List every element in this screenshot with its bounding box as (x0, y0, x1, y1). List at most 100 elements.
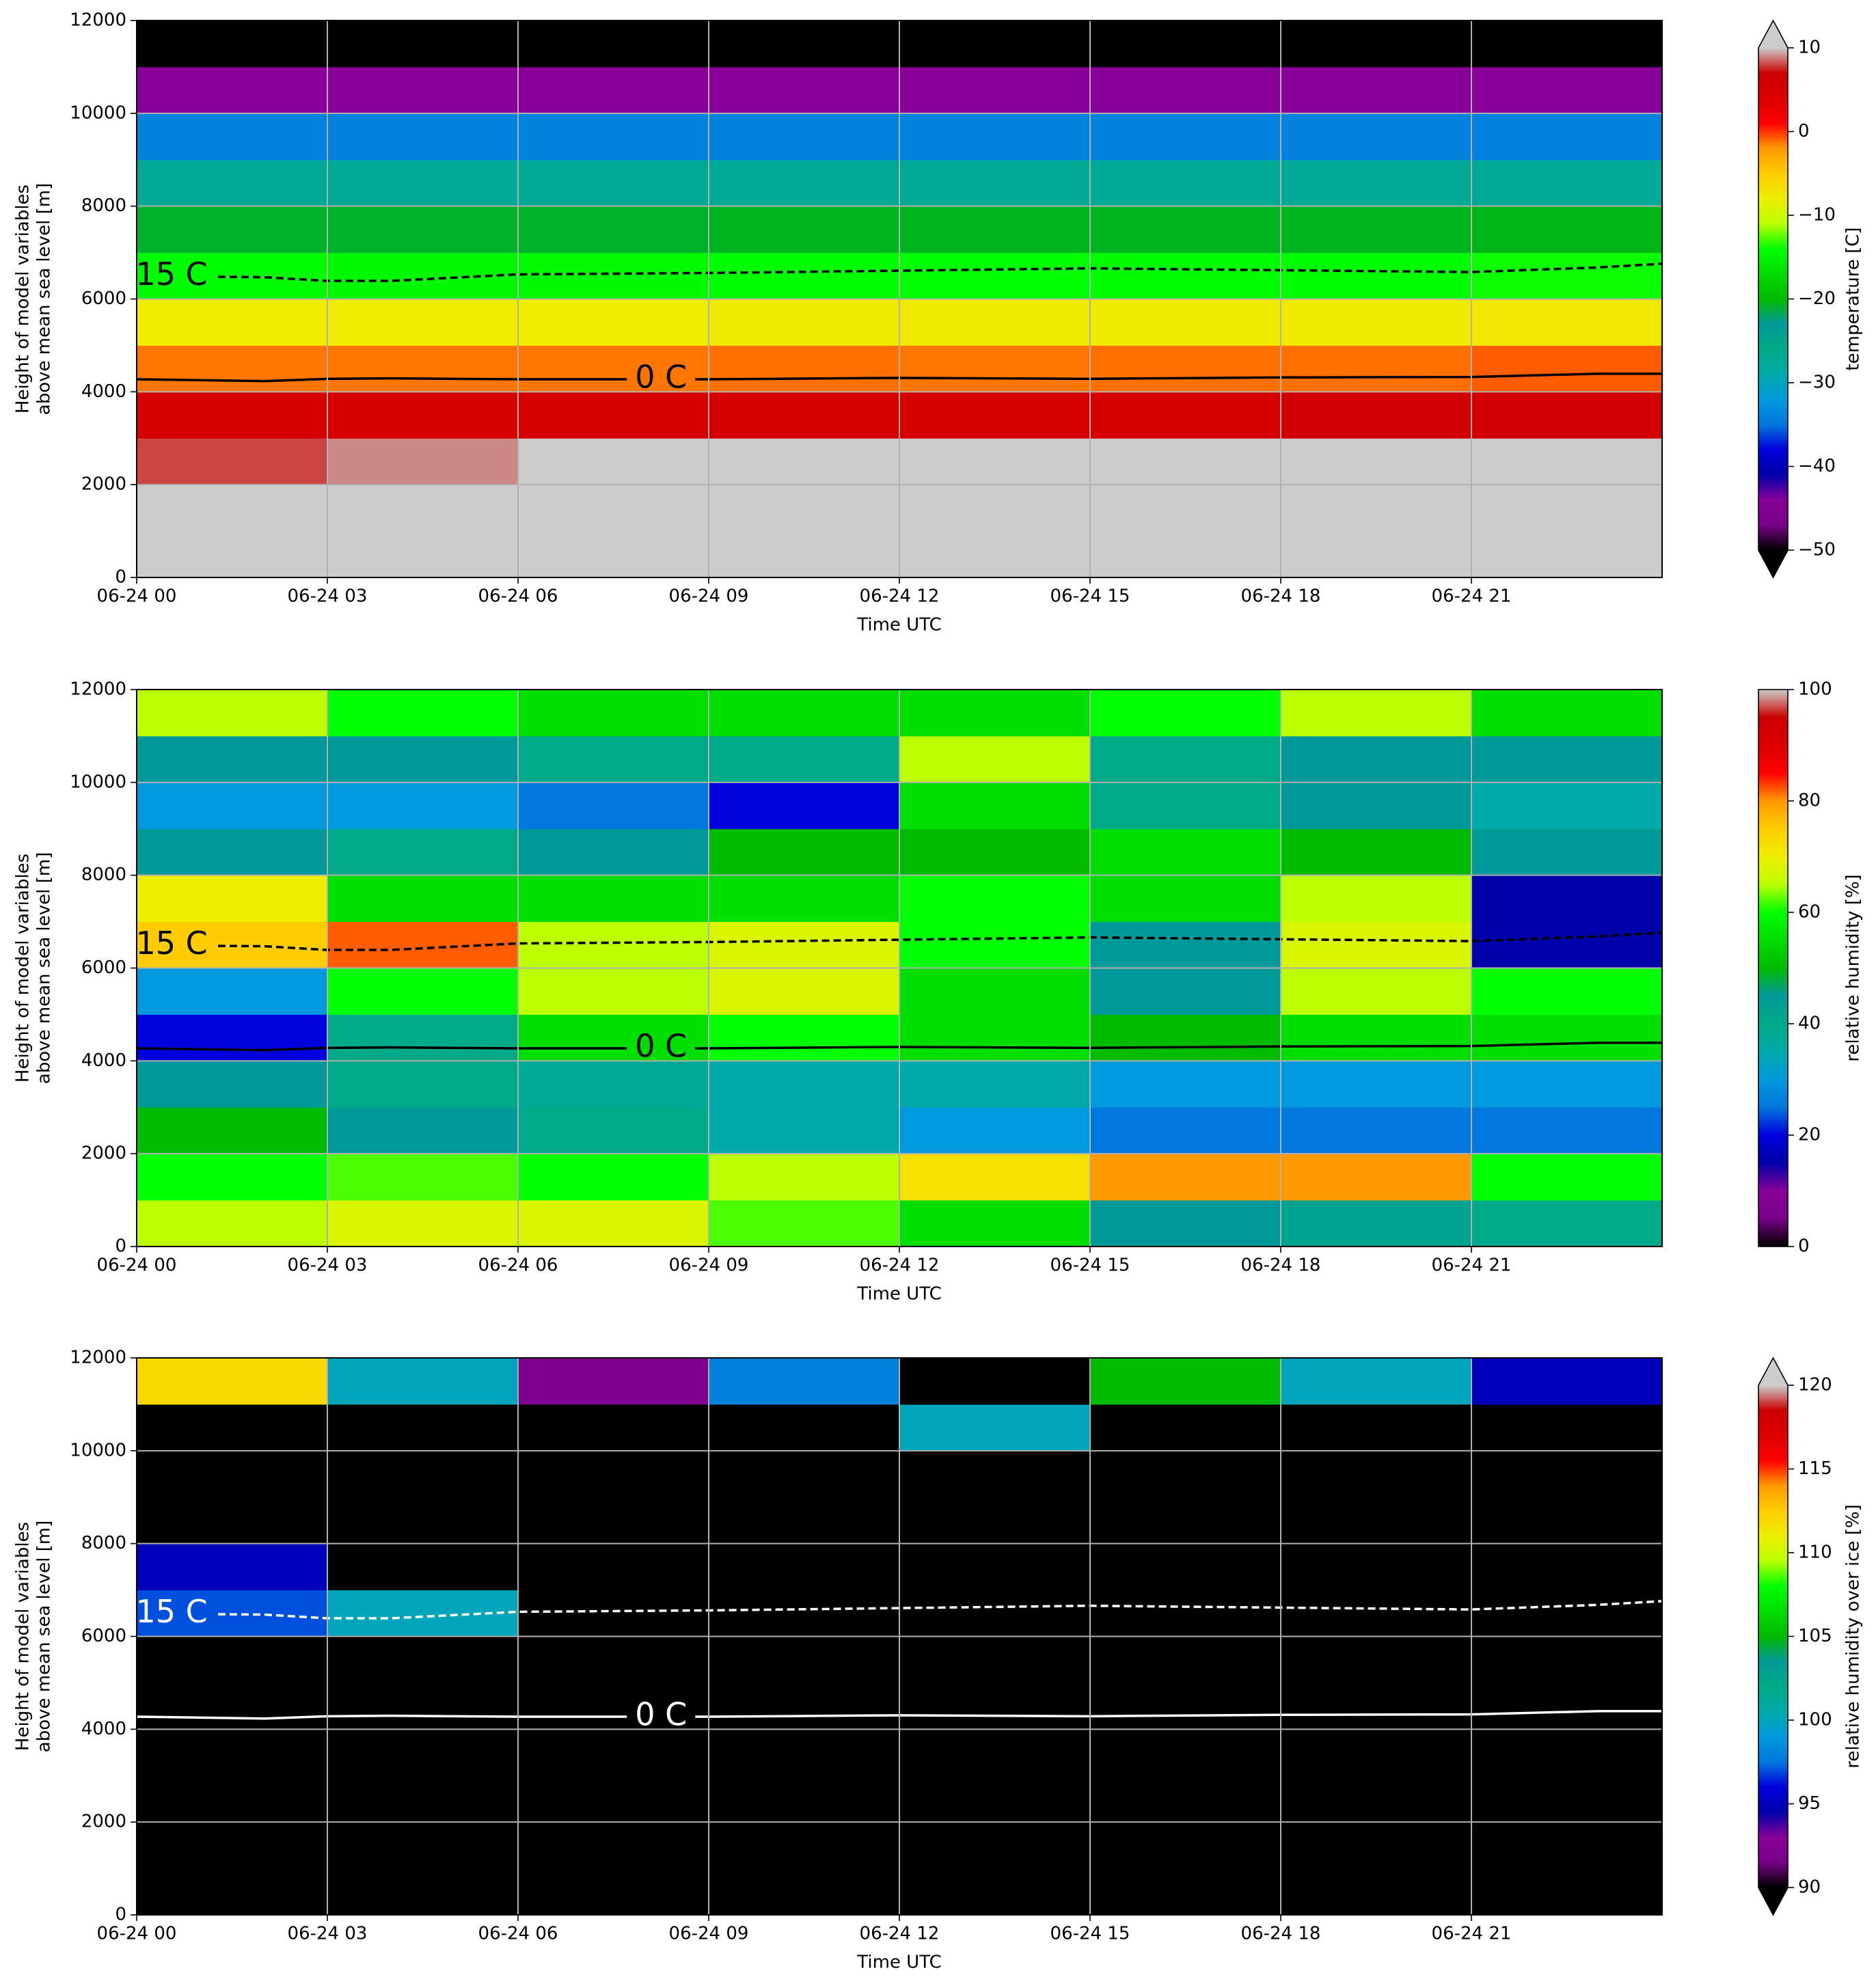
heatmap-cell (1090, 485, 1281, 532)
y-tick-label: 0 (115, 567, 126, 588)
heatmap-cell (518, 735, 709, 783)
heatmap-cell (709, 438, 900, 485)
heatmap-cell (899, 206, 1091, 254)
heatmap-cell (327, 782, 519, 830)
heatmap-cell (1281, 875, 1472, 923)
x-tick-label: 06-24 12 (860, 586, 940, 607)
colorbar-tick-label: 80 (1798, 791, 1821, 811)
heatmap-cell (709, 1358, 900, 1405)
y-tick-label: 2000 (81, 474, 126, 495)
heatmap-cell (899, 113, 1091, 161)
x-tick-label: 06-24 09 (669, 586, 749, 607)
heatmap-cell (1471, 485, 1662, 532)
heatmap-cell (518, 1358, 709, 1405)
heatmap-cell (709, 392, 900, 439)
colorbar-over (1758, 21, 1788, 48)
y-axis-label: Height of model variables (13, 185, 33, 413)
heatmap-cell (518, 1683, 709, 1730)
heatmap-cell (137, 1061, 328, 1108)
heatmap-cell (1471, 735, 1662, 783)
y-tick-label: 6000 (81, 288, 126, 309)
heatmap-cell (327, 206, 519, 254)
x-tick-label: 06-24 15 (1050, 586, 1130, 607)
heatmap-cell (137, 485, 328, 532)
heatmap-cell (1471, 968, 1662, 1015)
heatmap-cell (709, 531, 900, 577)
y-tick-label: 8000 (81, 195, 126, 216)
heatmap-cell (137, 531, 328, 577)
heatmap-cell (1471, 531, 1662, 577)
heatmap-cell (1281, 1636, 1472, 1683)
heatmap-cell (899, 1729, 1091, 1776)
heatmap-cell (1471, 438, 1662, 485)
heatmap-cell (518, 345, 709, 392)
heatmap-cell (899, 1107, 1091, 1154)
heatmap-cell (1471, 1822, 1662, 1869)
heatmap-cell (1471, 392, 1662, 439)
y-tick-label: 10000 (70, 103, 126, 123)
heatmap-cell (899, 1200, 1091, 1247)
heatmap-cell (137, 968, 328, 1015)
heatmap-cell (327, 159, 519, 207)
heatmap-cell (327, 113, 519, 161)
heatmap-cell (1090, 735, 1281, 783)
colorbar (1758, 690, 1788, 1247)
heatmap-cell (899, 1683, 1091, 1730)
heatmap-cell (709, 1822, 900, 1869)
x-axis-label: Time UTC (856, 1952, 941, 1973)
heatmap-cell (1471, 21, 1662, 68)
x-tick-label: 06-24 09 (669, 1255, 749, 1276)
heatmap-cell (1090, 392, 1281, 439)
heatmap-cell (1090, 782, 1281, 830)
heatmap-cell (1090, 1450, 1281, 1498)
heatmap-cell (137, 1014, 328, 1061)
heatmap-cell (899, 1014, 1091, 1061)
contour-label: 15 C (136, 925, 208, 962)
heatmap-cell (1281, 1107, 1472, 1154)
y-tick-label: 12000 (70, 679, 126, 700)
heatmap-cell (1281, 782, 1472, 830)
heatmap-cell (1471, 1358, 1662, 1405)
heatmap-cell (1471, 252, 1662, 299)
heatmap-cell (899, 252, 1091, 299)
heatmap-cell (327, 1200, 519, 1247)
heatmap-cell (518, 1636, 709, 1683)
axes-frame (136, 689, 1663, 1247)
x-tick-label: 06-24 00 (97, 586, 177, 607)
heatmap-cell (518, 1590, 709, 1637)
heatmap-cell (1090, 1683, 1281, 1730)
heatmap-cell (137, 1775, 328, 1823)
heatmap-cell (137, 66, 328, 114)
heatmap-cell (1090, 438, 1281, 485)
heatmap-cell (709, 21, 900, 68)
heatmap-cell (137, 735, 328, 783)
y-tick-label: 0 (115, 1905, 126, 1925)
heatmap-cell (137, 1636, 328, 1683)
heatmap-cell (1281, 1061, 1472, 1108)
colorbar-tick-label: 100 (1798, 679, 1832, 700)
heatmap-cell (1471, 1107, 1662, 1154)
heatmap-cell (327, 1358, 519, 1405)
heatmap-cell (1090, 1590, 1281, 1637)
heatmap-cell (327, 690, 519, 737)
y-tick-label: 6000 (81, 1626, 126, 1646)
heatmap-cell (1281, 1014, 1472, 1061)
x-tick-label: 06-24 21 (1432, 586, 1512, 607)
heatmap-cell (1471, 1775, 1662, 1823)
colorbar-label: relative humidity [%] (1843, 874, 1864, 1061)
heatmap-cell (899, 299, 1091, 346)
heatmap-cell (1281, 968, 1472, 1015)
heatmap-cell (1090, 690, 1281, 737)
heatmap-cell (518, 1450, 709, 1498)
heatmap-cell (327, 828, 519, 876)
heatmap-cell (518, 690, 709, 737)
heatmap-cell (1281, 921, 1472, 968)
heatmap-cell (1471, 875, 1662, 923)
heatmap-cell (1090, 66, 1281, 114)
heatmap-cell (518, 1014, 709, 1061)
colorbar-tick-label: −40 (1798, 456, 1836, 476)
heatmap-cell (1281, 206, 1472, 254)
heatmap-cell (137, 1683, 328, 1730)
heatmap-cell (899, 1775, 1091, 1823)
heatmap-cell (327, 1822, 519, 1869)
